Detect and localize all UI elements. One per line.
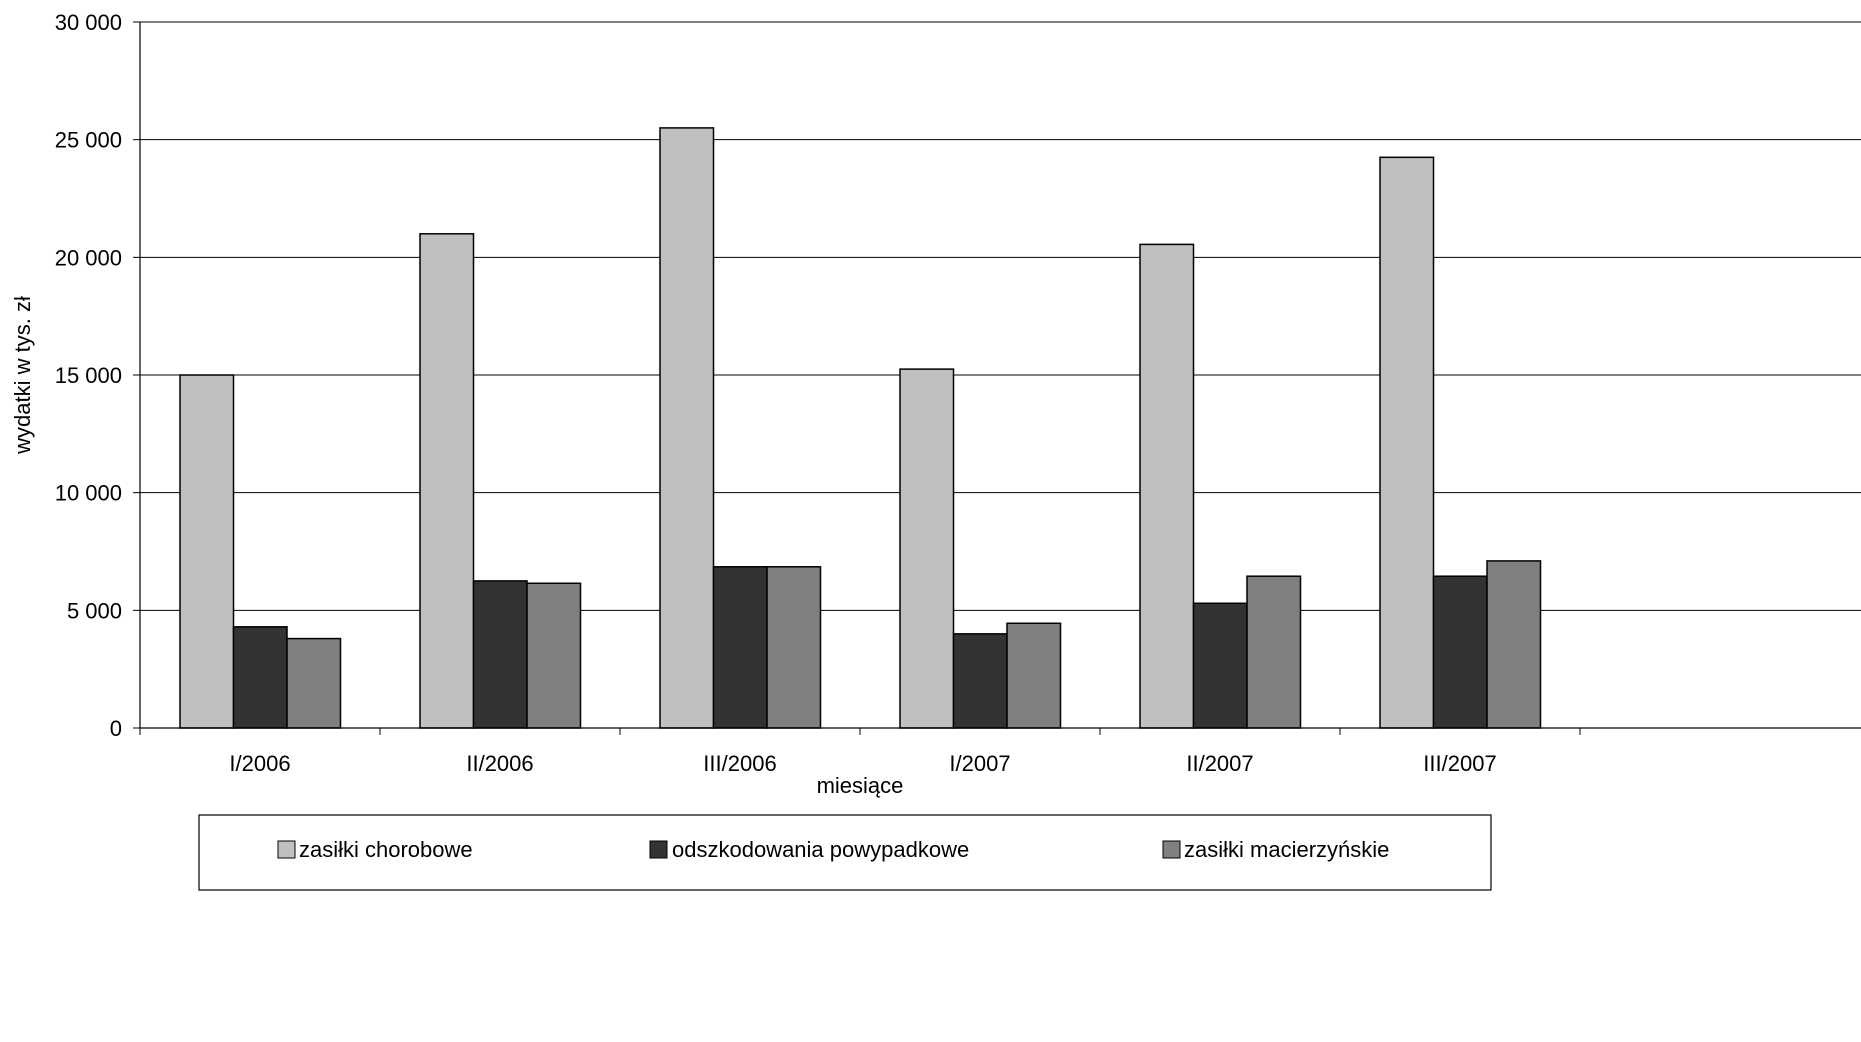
x-tick-label: II/2007 — [1186, 751, 1253, 776]
x-tick-label: I/2007 — [949, 751, 1010, 776]
bars — [179, 127, 1542, 729]
bar-odszkodowania-powypadkowe-i-2007 — [952, 633, 1008, 729]
bar-zasilki-chorobowe-iii-2006 — [659, 127, 715, 729]
legend: zasiłki chorobowe odszkodowania powypadk… — [198, 814, 1492, 891]
x-tick-label: I/2006 — [229, 751, 290, 776]
bar-zasilki-chorobowe-ii-2006 — [419, 233, 475, 729]
y-tick-label: 10 000 — [55, 481, 122, 506]
bar-zasilki-macierzynskie-iii-2006 — [766, 566, 822, 729]
bar-zasilki-macierzynskie-i-2006 — [286, 637, 342, 729]
legend-swatch-zasilki-macierzynskie — [1162, 840, 1181, 859]
gridlines — [140, 21, 1861, 611]
bar-zasilki-macierzynskie-ii-2007 — [1246, 575, 1302, 729]
bar-zasilki-chorobowe-ii-2007 — [1139, 243, 1195, 729]
y-tick-labels: 0 5 000 10 000 15 000 20 000 25 000 30 000 — [55, 10, 122, 741]
y-tick-label: 25 000 — [55, 128, 122, 153]
x-axis-title: miesiące — [817, 773, 904, 798]
y-axis-title: wydatki w tys. zł — [10, 296, 35, 455]
bar-odszkodowania-powypadkowe-i-2006 — [232, 626, 288, 729]
x-tick-label: III/2006 — [703, 751, 776, 776]
y-tick-label: 5 000 — [67, 598, 122, 623]
y-tick-label: 0 — [110, 716, 122, 741]
legend-frame — [198, 814, 1492, 891]
legend-label-odszkodowania-powypadkowe: odszkodowania powypadkowe — [672, 837, 969, 862]
bar-odszkodowania-powypadkowe-iii-2006 — [712, 566, 768, 729]
legend-label-zasilki-chorobowe: zasiłki chorobowe — [299, 837, 473, 862]
bar-zasilki-chorobowe-i-2007 — [899, 368, 955, 729]
x-tick-label: III/2007 — [1423, 751, 1496, 776]
legend-swatch-odszkodowania-powypadkowe — [649, 840, 668, 859]
y-tick-label: 30 000 — [55, 10, 122, 35]
axes — [133, 21, 1861, 735]
x-tick-label: II/2006 — [466, 751, 533, 776]
y-tick-label: 20 000 — [55, 245, 122, 270]
legend-label-zasilki-macierzynskie: zasiłki macierzyńskie — [1184, 837, 1389, 862]
legend-swatch-zasilki-chorobowe — [277, 840, 296, 859]
bar-zasilki-macierzynskie-ii-2006 — [526, 582, 582, 729]
bar-zasilki-chorobowe-i-2006 — [179, 374, 235, 729]
x-tick-labels: I/2006 II/2006 III/2006 I/2007 II/2007 III/20… — [229, 751, 1496, 776]
bar-zasilki-macierzynskie-iii-2007 — [1486, 560, 1542, 729]
bar-zasilki-macierzynskie-i-2007 — [1006, 622, 1062, 729]
bar-odszkodowania-powypadkowe-ii-2006 — [472, 580, 528, 729]
y-tick-label: 15 000 — [55, 363, 122, 388]
bar-odszkodowania-powypadkowe-ii-2007 — [1192, 602, 1248, 729]
bar-zasilki-chorobowe-iii-2007 — [1379, 156, 1435, 729]
bar-odszkodowania-powypadkowe-iii-2007 — [1432, 575, 1488, 729]
